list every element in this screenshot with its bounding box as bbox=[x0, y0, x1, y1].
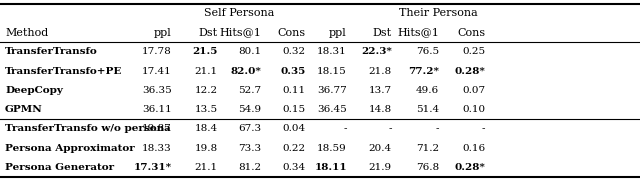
Text: 0.25: 0.25 bbox=[462, 47, 485, 56]
Text: 0.28*: 0.28* bbox=[454, 163, 485, 172]
Text: 82.0*: 82.0* bbox=[230, 67, 261, 76]
Text: Dst: Dst bbox=[372, 28, 392, 38]
Text: 0.04: 0.04 bbox=[283, 124, 306, 134]
Text: 77.2*: 77.2* bbox=[408, 67, 439, 76]
Text: 19.87: 19.87 bbox=[142, 124, 172, 134]
Text: Their Persona: Their Persona bbox=[399, 8, 478, 18]
Text: 21.5: 21.5 bbox=[192, 47, 218, 56]
Text: 51.4: 51.4 bbox=[416, 105, 439, 114]
Text: 20.4: 20.4 bbox=[369, 144, 392, 153]
Text: DeepCopy: DeepCopy bbox=[5, 86, 63, 95]
Text: Cons: Cons bbox=[457, 28, 485, 38]
Text: 21.9: 21.9 bbox=[369, 163, 392, 172]
Text: 36.35: 36.35 bbox=[142, 86, 172, 95]
Text: ppl: ppl bbox=[154, 28, 172, 38]
Text: 0.32: 0.32 bbox=[283, 47, 306, 56]
Text: Persona Approximator: Persona Approximator bbox=[5, 144, 135, 153]
Text: 12.2: 12.2 bbox=[195, 86, 218, 95]
Text: 67.3: 67.3 bbox=[238, 124, 261, 134]
Text: 0.34: 0.34 bbox=[283, 163, 306, 172]
Text: 21.1: 21.1 bbox=[195, 67, 218, 76]
Text: -: - bbox=[482, 124, 485, 134]
Text: 0.16: 0.16 bbox=[462, 144, 485, 153]
Text: -: - bbox=[344, 124, 347, 134]
Text: 17.41: 17.41 bbox=[142, 67, 172, 76]
Text: 80.1: 80.1 bbox=[238, 47, 261, 56]
Text: 13.5: 13.5 bbox=[195, 105, 218, 114]
Text: Hits@1: Hits@1 bbox=[397, 28, 439, 38]
Text: 17.78: 17.78 bbox=[142, 47, 172, 56]
Text: 18.31: 18.31 bbox=[317, 47, 347, 56]
Text: 18.11: 18.11 bbox=[314, 163, 347, 172]
Text: 81.2: 81.2 bbox=[238, 163, 261, 172]
Text: TransferTransfo: TransferTransfo bbox=[5, 47, 98, 56]
Text: Dst: Dst bbox=[198, 28, 218, 38]
Text: Method: Method bbox=[5, 28, 49, 38]
Text: Cons: Cons bbox=[278, 28, 306, 38]
Text: 0.15: 0.15 bbox=[283, 105, 306, 114]
Text: 21.8: 21.8 bbox=[369, 67, 392, 76]
Text: 71.2: 71.2 bbox=[416, 144, 439, 153]
Text: 17.31*: 17.31* bbox=[133, 163, 172, 172]
Text: 52.7: 52.7 bbox=[238, 86, 261, 95]
Text: 22.3*: 22.3* bbox=[361, 47, 392, 56]
Text: 0.10: 0.10 bbox=[462, 105, 485, 114]
Text: TransferTransfo w/o persona: TransferTransfo w/o persona bbox=[5, 124, 171, 134]
Text: 0.35: 0.35 bbox=[281, 67, 306, 76]
Text: 0.28*: 0.28* bbox=[454, 67, 485, 76]
Text: 0.22: 0.22 bbox=[283, 144, 306, 153]
Text: TransferTransfo+PE: TransferTransfo+PE bbox=[5, 67, 122, 76]
Text: GPMN: GPMN bbox=[5, 105, 43, 114]
Text: 73.3: 73.3 bbox=[238, 144, 261, 153]
Text: -: - bbox=[436, 124, 439, 134]
Text: Self Persona: Self Persona bbox=[204, 8, 274, 18]
Text: 76.5: 76.5 bbox=[416, 47, 439, 56]
Text: 54.9: 54.9 bbox=[238, 105, 261, 114]
Text: 19.8: 19.8 bbox=[195, 144, 218, 153]
Text: 18.33: 18.33 bbox=[142, 144, 172, 153]
Text: 76.8: 76.8 bbox=[416, 163, 439, 172]
Text: 49.6: 49.6 bbox=[416, 86, 439, 95]
Text: 0.11: 0.11 bbox=[283, 86, 306, 95]
Text: 13.7: 13.7 bbox=[369, 86, 392, 95]
Text: 36.77: 36.77 bbox=[317, 86, 347, 95]
Text: 0.07: 0.07 bbox=[462, 86, 485, 95]
Text: ppl: ppl bbox=[329, 28, 347, 38]
Text: 18.59: 18.59 bbox=[317, 144, 347, 153]
Text: Persona Generator: Persona Generator bbox=[5, 163, 115, 172]
Text: 36.11: 36.11 bbox=[142, 105, 172, 114]
Text: 36.45: 36.45 bbox=[317, 105, 347, 114]
Text: 18.4: 18.4 bbox=[195, 124, 218, 134]
Text: Hits@1: Hits@1 bbox=[220, 28, 261, 38]
Text: 18.15: 18.15 bbox=[317, 67, 347, 76]
Text: 14.8: 14.8 bbox=[369, 105, 392, 114]
Text: -: - bbox=[388, 124, 392, 134]
Text: 21.1: 21.1 bbox=[195, 163, 218, 172]
